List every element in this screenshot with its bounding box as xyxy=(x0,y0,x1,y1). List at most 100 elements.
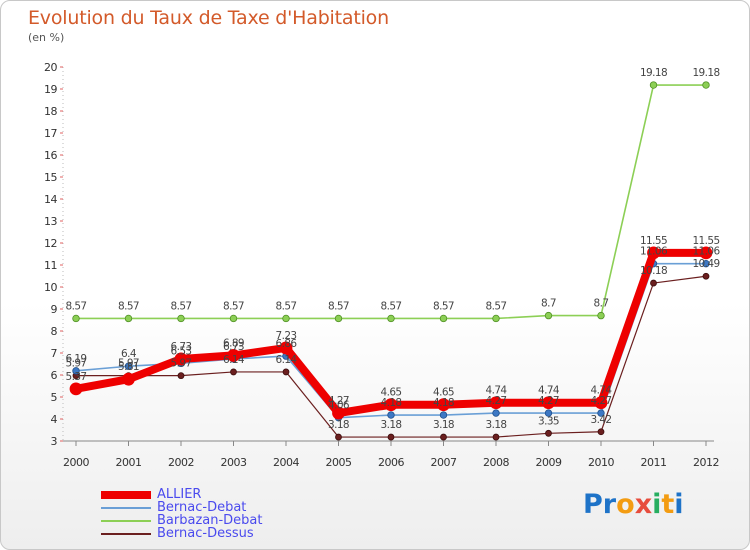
value-label-bernac-dessus: 6.14 xyxy=(276,354,298,366)
data-point-bernac-debat xyxy=(124,362,133,370)
y-tick-label: 11 xyxy=(44,259,57,272)
data-point-allier xyxy=(174,352,188,366)
x-tick-label: 2003 xyxy=(221,456,247,469)
x-tick-label: 2005 xyxy=(326,456,352,469)
value-label-allier: 4.74 xyxy=(538,385,560,397)
value-label-barbazan-debat: 8.57 xyxy=(171,300,192,312)
data-point-barbazan-debat xyxy=(544,311,553,320)
y-tick-label: 19 xyxy=(44,83,57,96)
y-tick-label: 5 xyxy=(51,391,58,404)
data-point-bernac-debat xyxy=(492,409,500,417)
series-layer xyxy=(69,81,713,441)
data-point-bernac-dessus xyxy=(650,279,657,287)
x-tick-label: 2004 xyxy=(273,456,299,469)
y-tick-label: 9 xyxy=(51,303,58,316)
unit-label: (en %) xyxy=(28,31,65,44)
value-label-bernac-debat: 4.06 xyxy=(328,400,350,412)
value-label-bernac-dessus: 3.18 xyxy=(328,419,349,431)
data-point-bernac-dessus xyxy=(335,433,342,441)
value-label-allier: 4.65 xyxy=(433,387,454,399)
value-label-bernac-debat: 11.06 xyxy=(640,246,668,258)
data-point-bernac-debat xyxy=(597,409,605,417)
value-label-barbazan-debat: 19.18 xyxy=(692,67,719,79)
data-point-bernac-dessus xyxy=(440,433,447,441)
data-point-allier xyxy=(594,396,608,410)
legend-swatch xyxy=(101,519,151,522)
value-labels-layer: 5.37 5.81 6.73 6.89 7.23 4.27 4.65 4.65 4.74 4.74… xyxy=(66,67,722,431)
axes: 3 4 5 6 7 8 9 10 11 12 13 14 15 16 17 18 19 20 2000 2001 200… xyxy=(44,61,720,469)
value-label-barbazan-debat: 19.18 xyxy=(640,67,667,79)
logo-letter: t xyxy=(661,489,675,520)
data-point-bernac-debat xyxy=(702,259,710,268)
y-tick-label: 8 xyxy=(51,325,58,338)
value-label-barbazan-debat: 8.57 xyxy=(223,300,244,312)
logo-letter: o xyxy=(616,489,635,520)
data-point-allier xyxy=(69,382,83,396)
value-label-bernac-debat: 4.27 xyxy=(486,395,507,407)
value-label-barbazan-debat: 8.57 xyxy=(118,300,139,312)
data-point-bernac-debat xyxy=(72,367,80,375)
series-line-barbazan-debat xyxy=(75,84,707,320)
value-label-bernac-debat: 11.06 xyxy=(692,246,720,258)
value-label-allier: 6.89 xyxy=(223,337,244,349)
value-label-allier: 4.27 xyxy=(328,395,349,407)
data-point-barbazan-debat xyxy=(649,81,658,89)
data-point-allier xyxy=(332,406,345,420)
value-label-barbazan-debat: 8.7 xyxy=(594,298,609,310)
value-label-allier: 4.74 xyxy=(486,385,508,397)
value-label-allier: 5.37 xyxy=(66,371,87,383)
value-label-allier: 6.73 xyxy=(171,341,192,353)
value-label-bernac-dessus: 3.35 xyxy=(538,415,559,427)
proxiti-logo: Proxiti xyxy=(583,489,684,520)
data-point-allier xyxy=(437,398,450,412)
y-tick-label: 7 xyxy=(51,347,58,360)
data-point-bernac-dessus xyxy=(545,429,552,437)
x-tick-label: 2012 xyxy=(693,456,719,469)
data-point-bernac-dessus xyxy=(387,433,395,441)
value-label-bernac-dessus: 6.14 xyxy=(223,354,245,366)
data-point-barbazan-debat xyxy=(387,314,395,323)
data-point-bernac-dessus xyxy=(282,368,290,376)
legend-item-bernac-dessus: Bernac-Dessus xyxy=(101,527,263,540)
value-label-allier: 4.74 xyxy=(591,385,613,397)
data-point-allier xyxy=(227,349,240,362)
data-point-barbazan-debat xyxy=(72,314,80,323)
logo-letter: i xyxy=(652,489,662,520)
value-label-allier: 7.23 xyxy=(276,330,297,342)
legend-label: Bernac-Debat xyxy=(157,500,247,515)
value-label-allier: 11.55 xyxy=(640,235,667,247)
x-tick-label: 2011 xyxy=(641,456,667,469)
value-label-bernac-dessus: 5.97 xyxy=(66,358,87,370)
data-point-barbazan-debat xyxy=(439,314,448,323)
logo-letter: P xyxy=(583,489,603,520)
x-tick-label: 2000 xyxy=(63,456,89,469)
y-tick-label: 3 xyxy=(51,435,58,448)
data-point-barbazan-debat xyxy=(282,314,290,323)
y-tick-label: 18 xyxy=(44,105,57,118)
value-label-allier: 5.81 xyxy=(118,361,139,373)
data-point-allier xyxy=(279,341,293,355)
data-point-barbazan-debat xyxy=(702,81,710,89)
x-tick-label: 2001 xyxy=(116,456,142,469)
y-tick-label: 10 xyxy=(44,281,57,294)
x-tick-label: 2009 xyxy=(536,456,562,469)
value-label-barbazan-debat: 8.7 xyxy=(541,298,556,310)
logo-letter: r xyxy=(602,489,617,520)
data-point-barbazan-debat xyxy=(124,314,133,323)
value-label-allier: 4.65 xyxy=(381,387,402,399)
value-label-barbazan-debat: 8.57 xyxy=(433,300,454,312)
value-label-bernac-debat: 4.18 xyxy=(433,397,454,409)
x-tick-label: 2010 xyxy=(588,456,614,469)
y-tick-label: 12 xyxy=(44,237,57,250)
data-point-allier xyxy=(384,398,398,412)
legend-swatch xyxy=(101,490,151,499)
value-label-bernac-dessus: 3.18 xyxy=(381,419,402,431)
value-label-bernac-dessus: 3.42 xyxy=(591,414,612,426)
x-tick-label: 2002 xyxy=(168,456,194,469)
value-label-barbazan-debat: 8.57 xyxy=(486,300,507,312)
legend-swatch xyxy=(101,506,151,509)
value-label-bernac-dessus: 5.97 xyxy=(171,358,192,370)
data-point-barbazan-debat xyxy=(597,311,605,320)
data-point-bernac-dessus xyxy=(702,272,710,280)
